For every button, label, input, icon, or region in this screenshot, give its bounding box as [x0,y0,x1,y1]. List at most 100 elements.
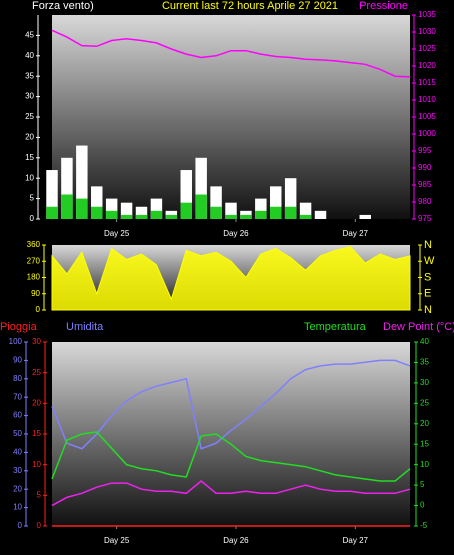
bar [150,198,163,219]
bar [91,206,103,219]
bar [299,202,312,219]
y2-tick-label: 990 [418,163,432,172]
y2-tick-label: 20 [420,419,429,428]
chart-title: Current last 72 hours Aprile 27 2021 [162,0,338,12]
y-tick-label: 0 [30,214,35,223]
bar [299,214,312,219]
bar [46,170,58,219]
bar [195,194,207,219]
y2-tick-label: 975 [418,214,432,223]
bar [195,157,207,219]
bar [314,210,327,219]
y2-tick-label: 5 [420,480,425,489]
line [51,431,411,482]
bar [135,206,148,219]
y-tick-label: 40 [13,448,22,457]
bar [359,214,371,219]
bar [105,210,118,219]
bar [91,186,103,219]
y-tick-label: 35 [25,71,34,80]
x-tick-label: Day 26 [223,536,249,545]
y2-tick-label: 1010 [418,95,436,104]
legend-entry: Dew Point (°C) [383,321,454,333]
y-tick-label: 90 [31,289,40,298]
y2-tick-label: 15 [420,439,429,448]
y-tick-label: 40 [25,51,34,60]
legend-entry: Umidita [66,321,104,333]
y2-tick-label: 40 [420,337,429,346]
line [51,359,411,450]
bar [61,157,73,219]
y-tick-label: 10 [25,173,34,182]
y3-tick-label: 15 [32,429,41,438]
y-tick-label: 45 [25,31,34,40]
y3-tick-label: 25 [32,368,41,377]
y-tick-label: 90 [13,356,22,365]
bar [76,198,88,219]
x-tick-label: Day 25 [104,536,130,545]
bar [270,206,282,219]
bar [105,198,118,219]
y-tick-label: 50 [13,429,22,438]
line [51,29,411,78]
y-tick-label: 0 [18,521,23,530]
bar [76,145,88,219]
y2-tick-label: 980 [418,197,432,206]
x-tick-label: Day 26 [223,229,249,238]
y2-tick-label: W [424,255,435,267]
bar [46,206,58,219]
y2-tick-label: 35 [420,358,429,367]
bar [150,210,163,219]
y-axis-label: Forza vento) [32,0,94,12]
bar [255,210,267,219]
y2-tick-label: 995 [418,146,432,155]
y3-tick-label: 10 [32,460,41,469]
y3-tick-label: 5 [37,490,42,499]
y2-tick-label: 1020 [418,61,436,70]
y-tick-label: 15 [25,153,34,162]
bar [180,170,192,219]
legend-entry: Pressione [359,0,408,12]
bar [135,214,148,219]
y-tick-label: 270 [27,256,41,265]
y2-tick-label: N [424,239,432,251]
y-tick-label: 10 [13,503,22,512]
y3-tick-label: 20 [32,398,41,407]
x-tick-label: Day 27 [343,536,369,545]
y2-tick-label: 0 [420,501,425,510]
y-tick-label: 20 [25,133,34,142]
y-tick-label: 20 [13,484,22,493]
y-tick-label: 5 [30,194,35,203]
y-tick-label: 180 [27,273,41,282]
y-tick-label: 0 [36,305,41,314]
y2-tick-label: 10 [420,460,429,469]
bar [240,214,252,219]
bar [180,202,192,219]
y2-tick-label: E [424,288,431,300]
y2-tick-label: 1000 [418,129,436,138]
y-tick-label: 30 [25,92,34,101]
y2-tick-label: 1005 [418,112,436,121]
y2-tick-label: 985 [418,180,432,189]
bar [210,186,222,219]
y2-tick-label: S [424,271,431,283]
y-tick-label: 100 [9,337,23,346]
y-tick-label: 60 [13,411,22,420]
y2-tick-label: 1035 [418,10,436,19]
legend-entry: Pioggia [0,321,38,333]
bar [61,194,73,219]
y2-tick-label: 30 [420,378,429,387]
y2-tick-label: 1025 [418,44,436,53]
y3-tick-label: 30 [32,337,41,346]
line [51,480,411,507]
plot-area [52,15,410,219]
bar [284,178,297,219]
x-tick-label: Day 25 [104,229,130,238]
y-tick-label: 25 [25,112,34,121]
bar [270,186,282,219]
bar [225,202,237,219]
y2-tick-label: N [424,304,432,316]
bar [225,214,237,219]
bar [210,206,222,219]
